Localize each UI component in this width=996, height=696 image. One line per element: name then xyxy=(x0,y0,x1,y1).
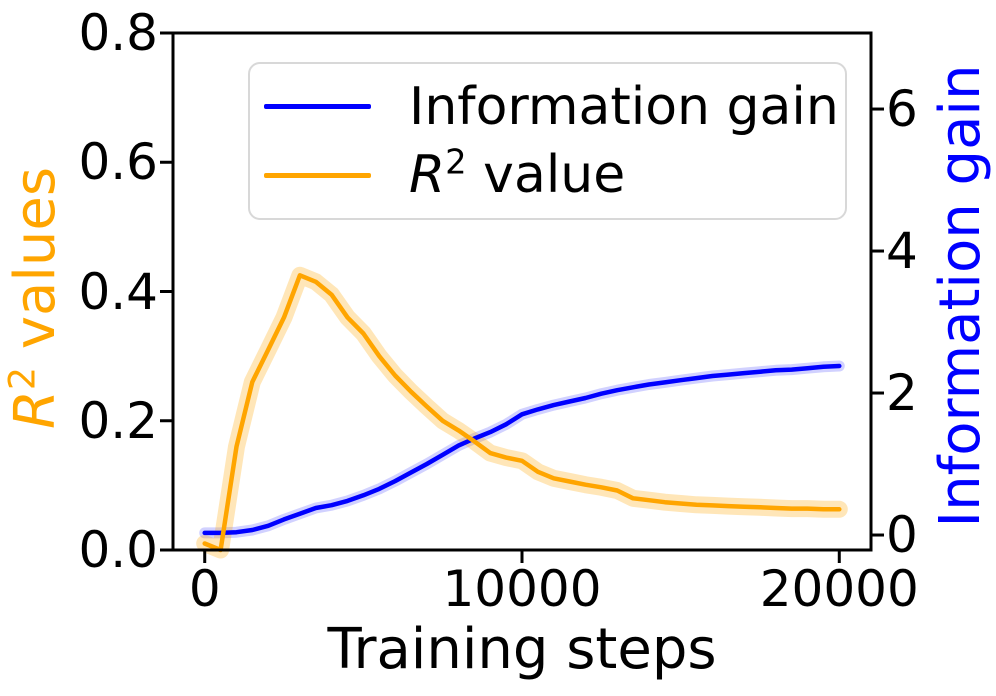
legend: Information gain R2 value xyxy=(248,62,847,220)
legend-line-swatch-orange xyxy=(264,172,371,178)
y-right-tick-label-6: 6 xyxy=(886,80,918,139)
axis-tick-marks xyxy=(160,31,884,563)
x-tick-label-0: 0 xyxy=(188,560,221,618)
y-right-tick-label-2: 2 xyxy=(886,364,918,423)
y-left-tick-label-0.0: 0.0 xyxy=(78,521,158,579)
legend-r2-rest: value xyxy=(466,145,626,206)
y-axis-label-right: Information gain xyxy=(928,64,993,528)
x-tick-label-20000: 20000 xyxy=(759,560,919,618)
ylabel-left-superscript: 2 xyxy=(0,366,44,391)
legend-r2-superscript: 2 xyxy=(445,142,467,182)
legend-entry-information-gain: Information gain xyxy=(264,81,845,133)
y-left-tick-label-0.4: 0.4 xyxy=(78,262,158,321)
legend-label-information-gain: Information gain xyxy=(409,76,839,137)
r2-value-line xyxy=(202,273,842,553)
legend-line-swatch-blue xyxy=(264,104,371,110)
x-tick-label-10000: 10000 xyxy=(442,560,602,618)
legend-r2-base: R xyxy=(409,145,446,206)
ylabel-left-base: R xyxy=(3,390,68,430)
x-axis-label: Training steps xyxy=(327,617,717,682)
y-right-tick-label-0: 0 xyxy=(886,506,918,565)
y-right-tick-label-4: 4 xyxy=(886,222,918,281)
legend-entry-r2-value: R2 value xyxy=(264,146,845,202)
y-left-tick-label-0.8: 0.8 xyxy=(78,4,158,62)
ylabel-left-rest: values xyxy=(3,166,68,367)
y-left-tick-label-0.6: 0.6 xyxy=(78,133,158,192)
data-lines xyxy=(202,273,842,553)
y-axis-label-left: R2 values xyxy=(0,167,68,429)
y-left-tick-label-0.2: 0.2 xyxy=(78,391,158,450)
information-gain-line xyxy=(202,363,842,536)
legend-label-r2-value: R2 value xyxy=(409,146,625,202)
